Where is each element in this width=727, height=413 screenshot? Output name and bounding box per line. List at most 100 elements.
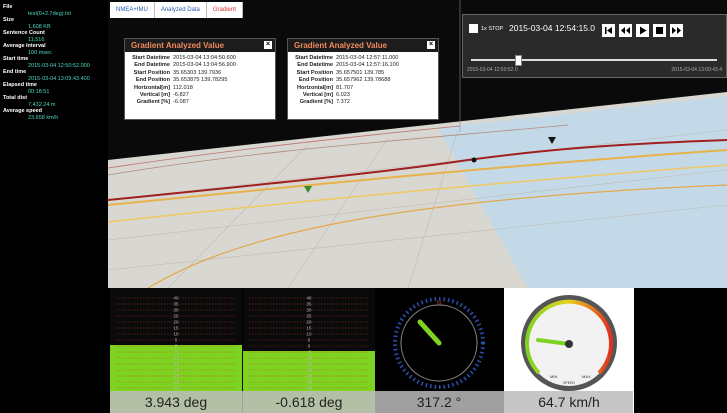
popup-row: Vertical [m]-6.827 [125,92,275,99]
ladder-label: -5 [174,350,178,355]
app: {"sidebar":[ {"label":"File","value":"te… [0,0,727,413]
ladder-label: -15 [173,362,180,367]
ladder-label: -25 [306,374,313,379]
field-label: Start Position [288,70,336,77]
tab[interactable]: NMEA+IMU [110,2,155,18]
field-value: -6.087 [173,99,189,106]
ladder-label: 25 [173,314,179,319]
ladder-label: -25 [173,374,180,379]
field-label: Start Position [125,70,173,77]
ladder-label: 10 [173,332,179,337]
popup: Gradient Analyzed Value×Start Datetime20… [287,38,439,120]
speed-max: MAX [582,374,591,379]
speed-min: MIN [550,374,557,379]
heading-readout: 317.2 ° [417,394,462,410]
popup-row: Gradient [%]-6.087 [125,99,275,106]
info-value: 23.658 km/h [0,115,108,122]
speed-hub [565,340,573,348]
popup-row: Vertical [m]6.023 [288,92,438,99]
sidebar: Filetest(0+2.7deg).txtSize1,608 KBSenten… [0,0,108,413]
field-label: End Datetime [125,62,173,69]
field-label: Start Datetime [288,55,336,62]
field-value: 81.707 [336,85,353,92]
ladder-label: 35 [306,302,312,307]
close-button[interactable]: × [264,41,272,49]
ladder-label: 20 [173,320,179,325]
ladder-label: 20 [306,320,312,325]
ladder-label: -35 [173,386,180,391]
field-value: 2015-03-04 13:04:50.600 [173,55,236,62]
roll-readout: -0.618 deg [276,394,343,410]
slider-track[interactable] [471,59,717,61]
ladder-label: -5 [307,350,311,355]
ladder-label: 25 [306,314,312,319]
play-state: 1x STOP [481,26,503,32]
popup-row: End Datetime2015-03-04 13:04:56.900 [125,62,275,69]
ladder-label: 10 [306,332,312,337]
checkbox[interactable] [469,24,478,33]
ladder-label: -35 [306,386,313,391]
skip-start-button[interactable] [602,24,615,37]
slider-thumb[interactable] [515,55,522,66]
popup-row: Gradient [%]7.372 [288,99,438,106]
marker [472,158,477,163]
ladder-label: -15 [306,362,313,367]
ladder-label: 40 [306,296,312,301]
popup-row: Horizontal[m]81.707 [288,85,438,92]
tab[interactable]: Gradient [207,2,243,18]
end-time: 2015-03-04 13:09:43.4 [671,67,722,73]
close-button[interactable]: × [427,41,435,49]
field-label: Horizontal[m] [288,85,336,92]
ladder-label: 15 [306,326,312,331]
rewind-button[interactable] [619,24,632,37]
ladder-label: 30 [173,308,179,313]
field-value: 7.372 [336,99,350,106]
compass-north: N [437,301,441,307]
popup-row: End Position35.653875 139.78295 [125,77,275,84]
ladder-label: 35 [173,302,179,307]
field-value: 112.018 [173,85,193,92]
field-value: 35.657501 139.785 [336,70,384,77]
field-label: Gradient [%] [288,99,336,106]
pitch-readout: 3.943 deg [145,394,207,410]
tab[interactable]: Analyzed Data [155,2,207,18]
field-value: 35.657962 139.78688 [336,77,390,84]
field-label: Gradient [%] [125,99,173,106]
popup-row: Horizontal[m]112.018 [125,85,275,92]
ladder-label: -20 [306,368,313,373]
popup-row: Start Position35.65303 139.7936 [125,70,275,77]
play-button[interactable] [636,24,649,37]
ladder-label: -10 [306,356,313,361]
field-value: 35.653875 139.78295 [173,77,227,84]
ladder-label: 30 [306,308,312,313]
popup-title: Gradient Analyzed Value× [288,39,438,52]
field-label: End Datetime [288,62,336,69]
gauges: N MIN MAX SPEED 4035302520151050-5-10-15… [108,288,727,413]
ladder-label: -20 [173,368,180,373]
ladder-label: 15 [173,326,179,331]
fast-forward-button[interactable] [670,24,683,37]
start-time: 2015-03-04 12:50:52.0 [467,67,518,73]
popup-body: Start Datetime2015-03-04 12:57:11.000End… [288,52,438,107]
field-label: Vertical [m] [288,92,336,99]
field-value: 35.65303 139.7936 [173,70,221,77]
stop-button[interactable] [653,24,666,37]
field-value: 2015-03-04 13:04:56.900 [173,62,236,69]
speed-caption: SPEED [563,381,575,385]
field-label: Horizontal[m] [125,85,173,92]
field-value: 6.023 [336,92,350,99]
field-value: 2015-03-04 12:57:11.000 [336,55,398,62]
ladder-label: -30 [173,380,180,385]
field-value: -6.827 [173,92,189,99]
ladder-label: 40 [173,296,179,301]
field-label: Vertical [m] [125,92,173,99]
popup-title: Gradient Analyzed Value× [125,39,275,52]
